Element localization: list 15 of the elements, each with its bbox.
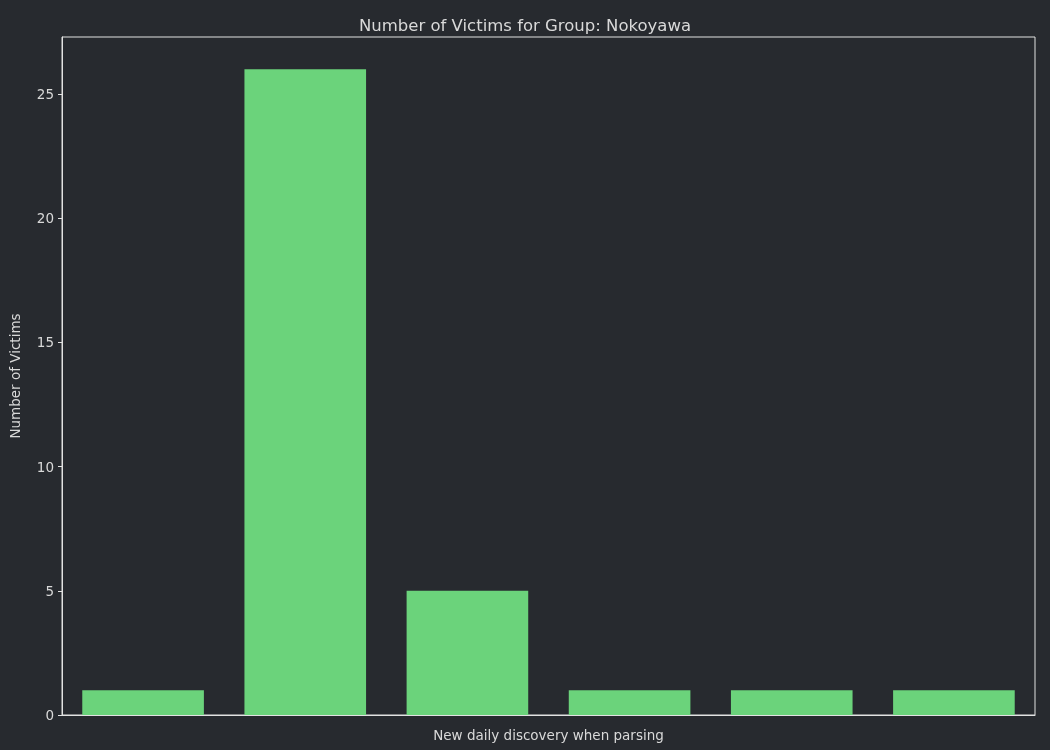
y-axis-title: Number of Victims [7, 313, 23, 439]
bar [568, 690, 691, 715]
y-tick-label: 5 [45, 582, 54, 599]
chart-title: Number of Victims for Group: Nokoyawa [358, 16, 692, 35]
y-tick-label: 0 [45, 707, 54, 723]
bar [406, 590, 529, 715]
y-tick-label: 10 [36, 458, 54, 475]
y-tick-label: 20 [36, 210, 54, 227]
y-tick-label: 15 [36, 334, 54, 351]
bar [730, 690, 853, 715]
y-tick-label: 25 [36, 86, 54, 103]
bar [82, 690, 204, 715]
x-axis-title: New daily discovery when parsing [433, 726, 664, 743]
bar [244, 69, 367, 715]
bar [893, 690, 1015, 715]
